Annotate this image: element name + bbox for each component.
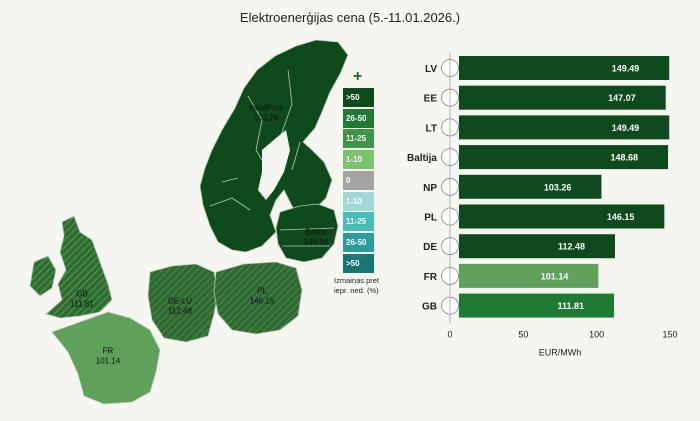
legend-item: 26-50 bbox=[343, 232, 374, 252]
category-label: DE bbox=[423, 242, 437, 253]
map-label-nordpool: NordPool 103.26 bbox=[249, 103, 283, 123]
data-label: 149.49 bbox=[612, 64, 640, 74]
map-region-deelu bbox=[147, 263, 219, 343]
bar bbox=[459, 204, 665, 229]
legend-item: 1-10 bbox=[343, 150, 374, 170]
bar bbox=[459, 145, 669, 170]
legend-item: 0 bbox=[343, 170, 374, 190]
map-region-baltija bbox=[275, 203, 339, 263]
legend-caption: Izmaiņas pret iepr. ned. (%) bbox=[334, 276, 380, 295]
data-label: 147.07 bbox=[608, 93, 636, 103]
map-region-fr bbox=[51, 311, 161, 405]
data-label: 112.48 bbox=[558, 242, 585, 252]
map-label-gb: GB 111.81 bbox=[70, 289, 94, 309]
tick-label: 0 bbox=[447, 329, 452, 339]
data-label: 148.68 bbox=[611, 153, 639, 163]
category-label: NP bbox=[423, 183, 437, 194]
legend-item: 26-50 bbox=[343, 108, 374, 128]
map-region-pl bbox=[213, 261, 303, 335]
bar bbox=[459, 115, 670, 140]
category-label: LT bbox=[426, 123, 437, 134]
chart-title: Elektroenerģijas cena (5.-11.01.2026.) bbox=[239, 10, 461, 25]
data-label: 111.81 bbox=[557, 301, 584, 311]
category-label: EE bbox=[424, 94, 438, 105]
legend-minus-icon bbox=[351, 255, 364, 258]
legend-item: >50 bbox=[343, 253, 374, 273]
legend-plus-icon: + bbox=[353, 68, 363, 85]
map-label-pl: PL 146.15 bbox=[249, 286, 275, 306]
bar bbox=[459, 174, 602, 199]
data-label: 149.49 bbox=[612, 123, 640, 133]
legend-item: >50 bbox=[343, 88, 374, 107]
bar bbox=[459, 85, 666, 110]
data-label: 103.26 bbox=[544, 182, 572, 192]
category-label: Baltija bbox=[407, 153, 437, 164]
tick-label: 50 bbox=[518, 329, 528, 339]
x-axis-label: EUR/MWh bbox=[539, 347, 582, 357]
map-region-ireland bbox=[29, 255, 57, 297]
tick-label: 150 bbox=[662, 329, 677, 339]
bar bbox=[459, 263, 599, 288]
category-label: LV bbox=[425, 64, 437, 75]
legend-item: 11-25 bbox=[343, 212, 374, 232]
map-label-deelu: DE-LU 112.48 bbox=[167, 296, 193, 316]
map-label-baltija: Baltija 148.68 bbox=[303, 227, 329, 247]
data-label: 101.14 bbox=[541, 271, 569, 281]
bar bbox=[459, 234, 615, 259]
data-label: 146.15 bbox=[607, 212, 635, 222]
category-label: GB bbox=[422, 302, 437, 313]
map-region-gb bbox=[45, 215, 113, 319]
bar bbox=[459, 56, 670, 80]
map-label-fr: FR 101.14 bbox=[95, 346, 121, 366]
tick-label: 100 bbox=[589, 329, 604, 339]
legend-item: 1-10 bbox=[343, 191, 374, 211]
category-label: FR bbox=[424, 272, 438, 283]
legend-item: 11-25 bbox=[343, 129, 374, 149]
category-label: PL bbox=[424, 213, 437, 224]
bar bbox=[459, 293, 614, 318]
